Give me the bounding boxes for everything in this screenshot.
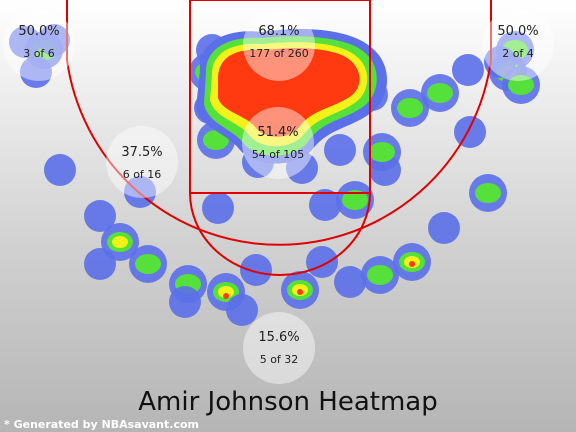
zone-paint: 68.1% 177 of 260 bbox=[243, 9, 315, 81]
zone-mid-range-left: 37.5% 6 of 16 bbox=[106, 126, 178, 198]
heat-spot bbox=[421, 74, 459, 112]
heat-ring-cold bbox=[324, 134, 356, 166]
heat-ring-cold bbox=[306, 246, 338, 278]
heat-ring-cool bbox=[367, 265, 393, 285]
heat-ring-cold bbox=[240, 254, 272, 286]
heat-ring-cool bbox=[397, 98, 423, 118]
heat-ring-cold bbox=[452, 54, 484, 86]
heat-ring-cold bbox=[84, 248, 116, 280]
heat-spot bbox=[226, 294, 258, 326]
heat-ring-cold bbox=[44, 154, 76, 186]
zone-made-of: 54 of 105 bbox=[252, 148, 305, 161]
heat-ring-cool bbox=[427, 83, 453, 103]
heat-spot bbox=[202, 192, 234, 224]
heat-spot bbox=[84, 248, 116, 280]
zone-bubble bbox=[3, 9, 75, 81]
heat-spot bbox=[324, 134, 356, 166]
zone-percentage: 50.0% bbox=[18, 24, 59, 39]
heat-ring-cold bbox=[454, 116, 486, 148]
heat-spot bbox=[129, 245, 167, 283]
heat-spot bbox=[363, 133, 401, 171]
zone-made-of: 2 of 4 bbox=[502, 47, 534, 60]
heat-ring-cool bbox=[135, 254, 161, 274]
zone-percentage: 37.5% bbox=[121, 145, 162, 160]
heat-spot bbox=[469, 174, 507, 212]
heat-ring-cold bbox=[226, 294, 258, 326]
zone-made-of: 6 of 16 bbox=[123, 168, 162, 181]
credit-text: * Generated by NBAsavant.com bbox=[4, 418, 199, 431]
zone-percentage: 51.4% bbox=[257, 125, 298, 140]
zone-top-of-key-three: 15.6% 5 of 32 bbox=[243, 312, 315, 384]
zone-short-mid-range: 51.4% 54 of 105 bbox=[242, 107, 314, 179]
heat-spot bbox=[334, 266, 366, 298]
zone-left-corner-three: 50.0% 3 of 6 bbox=[3, 9, 75, 81]
zone-made-of: 5 of 32 bbox=[260, 353, 299, 366]
chart-title: Amir Johnson Heatmap bbox=[138, 387, 437, 417]
zone-bubble bbox=[482, 9, 554, 81]
heat-spot bbox=[452, 54, 484, 86]
heat-spot bbox=[454, 116, 486, 148]
heat-spot bbox=[240, 254, 272, 286]
zone-bubble bbox=[243, 9, 315, 81]
heat-spot bbox=[336, 181, 374, 219]
heat-ring-cold bbox=[169, 286, 201, 318]
zone-bubble bbox=[243, 312, 315, 384]
heat-spot bbox=[306, 246, 338, 278]
heat-speck-hot bbox=[297, 289, 303, 295]
zone-percentage: 50.0% bbox=[497, 24, 538, 39]
heat-ring-cold bbox=[202, 192, 234, 224]
zone-percentage: 15.6% bbox=[258, 330, 299, 345]
heat-spot bbox=[428, 212, 460, 244]
heat-ring-cold bbox=[334, 266, 366, 298]
zone-right-corner-three: 50.0% 2 of 4 bbox=[482, 9, 554, 81]
heat-ring-warm bbox=[112, 236, 128, 248]
zone-bubble bbox=[242, 107, 314, 179]
heat-speck-hot bbox=[409, 261, 415, 267]
zone-bubble bbox=[106, 126, 178, 198]
heat-speck-hot bbox=[223, 293, 229, 299]
heat-spot bbox=[44, 154, 76, 186]
heat-spot bbox=[169, 286, 201, 318]
heat-ring-cool bbox=[475, 183, 501, 203]
heat-ring-cool bbox=[369, 142, 395, 162]
zone-made-of: 3 of 6 bbox=[23, 47, 55, 60]
heat-ring-cold bbox=[428, 212, 460, 244]
zone-percentage: 68.1% bbox=[258, 24, 299, 39]
zone-made-of: 177 of 260 bbox=[249, 47, 309, 60]
